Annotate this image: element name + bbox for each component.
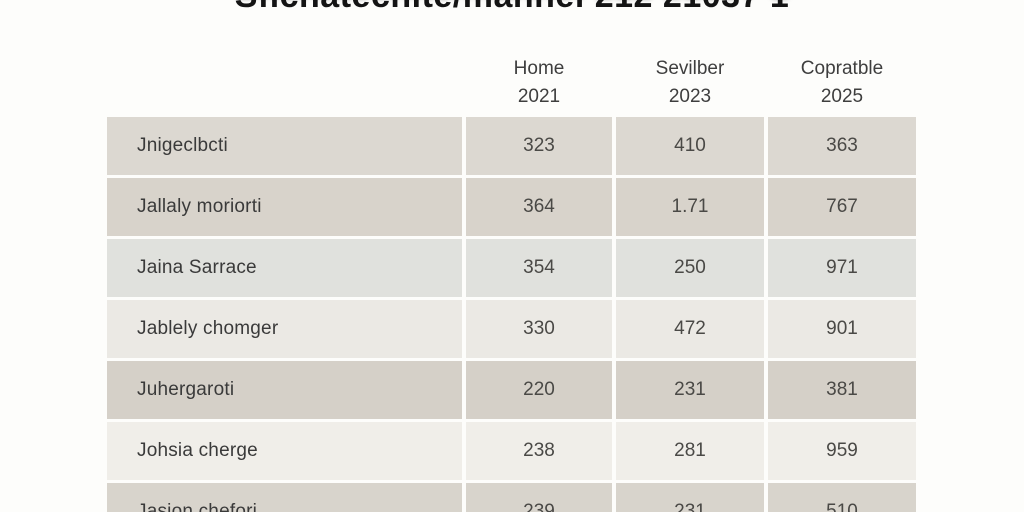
row-value-cell-home-2021: 354 bbox=[466, 239, 612, 297]
row-value-cell-copratble-2025: 767 bbox=[768, 178, 916, 236]
row-value-cell-sevilber-2023: 250 bbox=[616, 239, 764, 297]
row-value-cell-sevilber-2023: 281 bbox=[616, 422, 764, 480]
row-value-cell-copratble-2025: 901 bbox=[768, 300, 916, 358]
row-value-cell-home-2021: 238 bbox=[466, 422, 612, 480]
row-value-cell-sevilber-2023: 1.71 bbox=[616, 178, 764, 236]
row-value-cell-sevilber-2023: 231 bbox=[616, 361, 764, 419]
row-value-cell-home-2021: 330 bbox=[466, 300, 612, 358]
row-value-cell-sevilber-2023: 231 bbox=[616, 483, 764, 512]
header-cell-empty bbox=[107, 55, 462, 117]
table-row: Jaina Sarrace 354 250 971 bbox=[107, 239, 916, 297]
table-body: Jnigeclbcti 323 410 363 Jallaly moriorti… bbox=[107, 117, 916, 512]
table-row: Jablely chomger 330 472 901 bbox=[107, 300, 916, 358]
row-value-cell-sevilber-2023: 472 bbox=[616, 300, 764, 358]
row-value-cell-home-2021: 239 bbox=[466, 483, 612, 512]
column-header-label: Copratble bbox=[800, 58, 884, 79]
row-name-cell: Johsia cherge bbox=[107, 422, 462, 480]
table-row: Jasion chefori 239 231 510 bbox=[107, 483, 916, 512]
row-value-cell-sevilber-2023: 410 bbox=[616, 117, 764, 175]
column-header-label: Home bbox=[513, 58, 565, 79]
data-table: Home 2021 Sevilber 2023 Copratble 2025 J… bbox=[107, 55, 916, 512]
table-row: Jallaly moriorti 364 1.71 767 bbox=[107, 178, 916, 236]
row-name-cell: Jablely chomger bbox=[107, 300, 462, 358]
column-header-year: 2021 bbox=[517, 86, 561, 107]
row-value-cell-home-2021: 364 bbox=[466, 178, 612, 236]
row-value-cell-copratble-2025: 971 bbox=[768, 239, 916, 297]
column-header-year: 2025 bbox=[820, 86, 864, 107]
row-value-cell-home-2021: 323 bbox=[466, 117, 612, 175]
row-value-cell-home-2021: 220 bbox=[466, 361, 612, 419]
row-name-cell: Jallaly moriorti bbox=[107, 178, 462, 236]
row-name-cell: Jaina Sarrace bbox=[107, 239, 462, 297]
row-name-cell: Jnigeclbcti bbox=[107, 117, 462, 175]
table-header-row: Home 2021 Sevilber 2023 Copratble 2025 bbox=[107, 55, 916, 117]
row-name-cell: Jasion chefori bbox=[107, 483, 462, 512]
row-value-cell-copratble-2025: 959 bbox=[768, 422, 916, 480]
column-header-year: 2023 bbox=[668, 86, 712, 107]
column-header-copratble-2025: Copratble 2025 bbox=[768, 55, 916, 117]
column-header-sevilber-2023: Sevilber 2023 bbox=[616, 55, 764, 117]
table-row: Juhergaroti 220 231 381 bbox=[107, 361, 916, 419]
row-name-cell: Juhergaroti bbox=[107, 361, 462, 419]
page-title: Sfichatechite/mannel 212 21037 1 bbox=[0, 0, 1024, 16]
row-value-cell-copratble-2025: 510 bbox=[768, 483, 916, 512]
page-title-reflection: Sfichatechite/mannel 212 21037 1 bbox=[0, 0, 1024, 5]
column-header-label: Sevilber bbox=[655, 58, 725, 79]
table-row: Johsia cherge 238 281 959 bbox=[107, 422, 916, 480]
column-header-home-2021: Home 2021 bbox=[466, 55, 612, 117]
row-value-cell-copratble-2025: 381 bbox=[768, 361, 916, 419]
table-row: Jnigeclbcti 323 410 363 bbox=[107, 117, 916, 175]
row-value-cell-copratble-2025: 363 bbox=[768, 117, 916, 175]
